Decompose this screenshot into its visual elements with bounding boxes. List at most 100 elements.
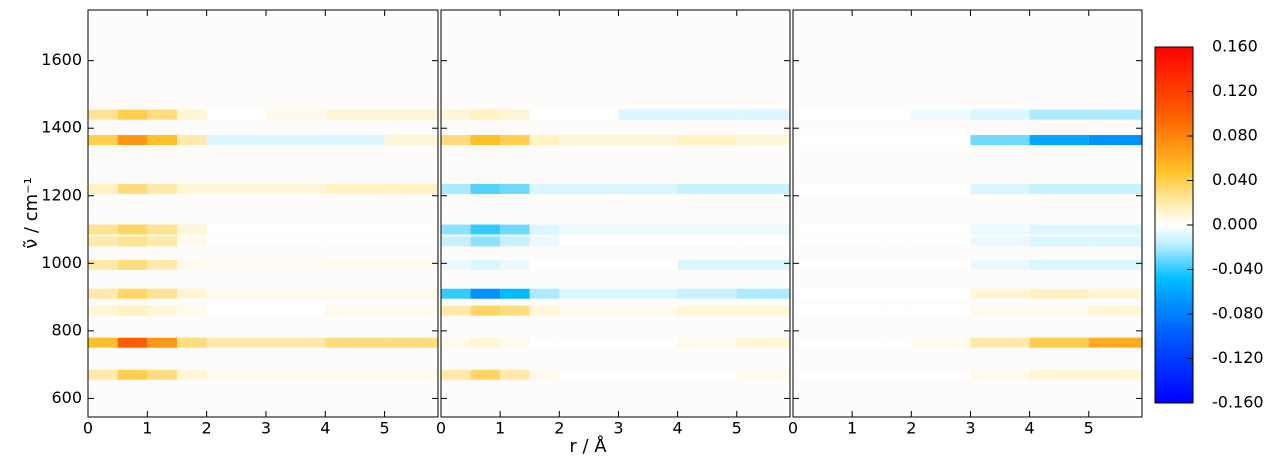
heatmap-cell	[881, 224, 912, 235]
colorbar	[1154, 46, 1194, 404]
x-tick-label: 4	[673, 419, 683, 438]
heatmap-cell	[677, 305, 737, 316]
heatmap-cell	[441, 236, 471, 247]
heatmap-cell	[1029, 135, 1089, 146]
heatmap-cell	[470, 224, 501, 235]
heatmap-cell	[176, 236, 207, 247]
x-tick-label: 4	[320, 419, 330, 438]
heatmap-cell	[325, 337, 385, 348]
heatmap-cell	[441, 184, 471, 195]
heatmap-cell	[265, 305, 326, 316]
heatmap-cell	[117, 288, 148, 299]
heatmap-cell	[88, 337, 118, 348]
heatmap-cell	[325, 224, 385, 235]
heatmap-cell	[618, 260, 678, 271]
heatmap-cell	[470, 288, 501, 299]
heatmap-cell	[117, 135, 148, 146]
heatmap-cell	[147, 184, 177, 195]
heatmap-cell	[881, 236, 912, 247]
heatmap-cell	[852, 260, 882, 271]
heatmap-cell	[559, 305, 619, 316]
heatmap-cell	[325, 135, 385, 146]
heatmap-cell	[618, 369, 678, 380]
heatmap-cell	[147, 260, 177, 271]
x-tick-label: 3	[965, 419, 975, 438]
heatmap-cell	[147, 305, 177, 316]
heatmap-cell	[384, 135, 438, 146]
heatmap-cell	[325, 184, 385, 195]
heatmap-cell	[1088, 305, 1142, 316]
heatmap-cell	[618, 109, 678, 120]
heatmap-cell	[117, 260, 148, 271]
heatmap-cell	[117, 305, 148, 316]
heatmap-cell	[1088, 337, 1142, 348]
plot-frame	[87, 9, 439, 418]
heatmap-cell	[911, 184, 971, 195]
heatmap-cell	[441, 135, 471, 146]
heatmap-cell	[822, 236, 853, 247]
heatmap-cell	[970, 260, 1030, 271]
heatmap-cell	[529, 184, 560, 195]
heatmap-cell	[529, 260, 560, 271]
colorbar-tick-label: 0.080	[1212, 126, 1258, 145]
heatmap-cell	[470, 109, 501, 120]
x-axis-label: r / Å	[569, 435, 607, 456]
heatmap-cell	[1029, 305, 1089, 316]
x-tick-label: 0	[83, 419, 93, 438]
y-axis-label: ν̃ / cm⁻¹	[21, 177, 42, 249]
heatmap-cell	[736, 236, 790, 247]
heatmap-cell	[911, 288, 971, 299]
x-tick-label: 2	[202, 419, 212, 438]
heatmap-cell	[793, 135, 823, 146]
heatmap-cell	[176, 184, 207, 195]
heatmap-cell	[1088, 288, 1142, 299]
heatmap-cell	[793, 109, 823, 120]
heatmap-cell	[852, 224, 882, 235]
heatmap-cell	[88, 236, 118, 247]
heatmap-cell	[736, 224, 790, 235]
heatmap-cell	[384, 224, 438, 235]
heatmap-cell	[470, 236, 501, 247]
heatmap-cell	[852, 369, 882, 380]
heatmap-cell	[1029, 236, 1089, 247]
heatmap-cell	[736, 135, 790, 146]
heatmap-cell	[147, 369, 177, 380]
heatmap-cell	[1088, 236, 1142, 247]
heatmap-cell	[970, 184, 1030, 195]
heatmap-cell	[325, 288, 385, 299]
heatmap-cell	[822, 224, 853, 235]
heatmap-cell	[559, 369, 619, 380]
heatmap-cell	[793, 369, 823, 380]
heatmap-cell	[529, 236, 560, 247]
heatmap-cell	[881, 305, 912, 316]
heatmap-cell	[881, 260, 912, 271]
heatmap-cell	[618, 288, 678, 299]
plot-background	[88, 10, 438, 417]
heatmap-cell	[206, 260, 266, 271]
heatmap-cell	[384, 337, 438, 348]
heatmap-cell	[559, 260, 619, 271]
heatmap-cell	[470, 369, 501, 380]
heatmap-cell	[206, 288, 266, 299]
heatmap-cell	[384, 288, 438, 299]
heatmap-cell	[970, 337, 1030, 348]
x-tick-label: 2	[554, 419, 564, 438]
heatmap-cell	[88, 135, 118, 146]
heatmap-cell	[325, 305, 385, 316]
heatmap-cell	[822, 109, 853, 120]
heatmap-cell	[911, 305, 971, 316]
heatmap-cell	[618, 305, 678, 316]
heatmap-cell	[736, 184, 790, 195]
heatmap-cell	[441, 337, 471, 348]
heatmap-cell	[736, 288, 790, 299]
heatmap-cell	[325, 109, 385, 120]
heatmap-cell	[176, 305, 207, 316]
heatmap-cell	[147, 224, 177, 235]
heatmap-cell	[793, 224, 823, 235]
heatmap-cell	[618, 135, 678, 146]
heatmap-cell	[822, 135, 853, 146]
x-tick-label: 5	[380, 419, 390, 438]
heatmap-cell	[88, 260, 118, 271]
heatmap-cell	[911, 135, 971, 146]
